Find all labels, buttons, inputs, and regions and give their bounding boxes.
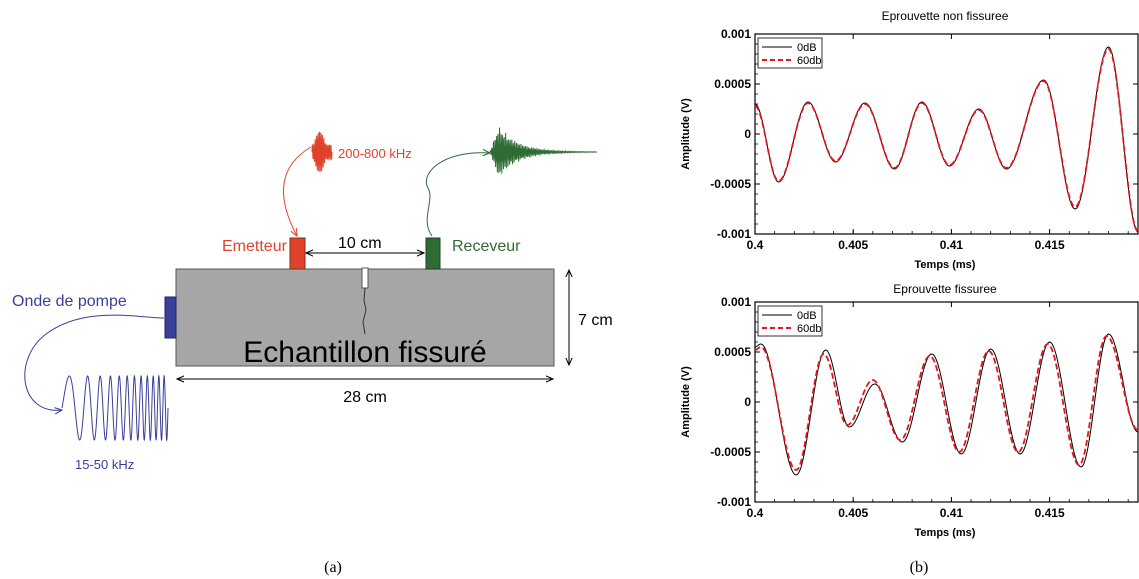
chart1-xtick-label: 0.405 bbox=[838, 506, 868, 520]
chart-top-xlabel: Temps (ms) bbox=[915, 259, 976, 271]
chart0-ytick-label: 0 bbox=[744, 127, 751, 141]
sample-label: Echantillon fissuré bbox=[243, 336, 486, 369]
chart1-xtick-label: 0.4 bbox=[747, 506, 764, 520]
distance-label: 10 cm bbox=[338, 235, 382, 252]
chart-bottom: Eprouvette fissuree 0.4 0.405 0.41 0.415 0.0… bbox=[680, 282, 1139, 539]
receiver-label: Receveur bbox=[452, 238, 521, 255]
emitter-freq-label: 200-800 kHz bbox=[338, 146, 412, 161]
chart-bottom-xlabel: Temps (ms) bbox=[915, 527, 976, 539]
pump-label: Onde de pompe bbox=[12, 293, 127, 310]
pump-transducer bbox=[164, 296, 177, 339]
legend-bottom-60db: 60db bbox=[797, 323, 821, 335]
legend-top-0db: 0dB bbox=[797, 42, 817, 54]
emitter-transducer bbox=[289, 237, 306, 270]
length-label: 28 cm bbox=[343, 389, 387, 406]
chart1-xtick-label: 0.41 bbox=[940, 506, 964, 520]
chart1-ytick-label: 0.001 bbox=[721, 295, 751, 309]
crack bbox=[362, 287, 367, 335]
chart0-series-0db bbox=[755, 46, 1138, 233]
chart-bottom-ylabel: Amplitude (V) bbox=[680, 366, 692, 438]
emitter-burst bbox=[311, 131, 333, 173]
chart-bottom-legend: 0dB 60db bbox=[757, 305, 823, 337]
caption-a: (a) bbox=[324, 559, 342, 576]
caption-b: (b) bbox=[910, 559, 929, 576]
pump-freq-label: 15-50 kHz bbox=[75, 457, 134, 472]
emitter-label: Emetteur bbox=[222, 238, 288, 255]
chart1-ytick-label: 0 bbox=[744, 395, 751, 409]
chart0-xtick-label: 0.405 bbox=[838, 238, 868, 252]
chart1-series-60db bbox=[755, 335, 1138, 471]
chart1-ytick-label: 0.0005 bbox=[714, 345, 751, 359]
chart0-xtick-label: 0.4 bbox=[747, 238, 764, 252]
chart0-series-60db bbox=[755, 47, 1138, 232]
receiver-transducer bbox=[425, 237, 441, 270]
legend-bottom-0db: 0dB bbox=[797, 310, 817, 322]
chart0-ytick-label: 0.001 bbox=[721, 27, 751, 41]
receiver-wave bbox=[489, 127, 598, 174]
emitter-arrow bbox=[283, 146, 312, 236]
setup-diagram: Echantillon fissuré Emetteur Receveur 10… bbox=[12, 127, 613, 576]
notch bbox=[361, 267, 369, 289]
chart0-xtick-label: 0.41 bbox=[940, 238, 964, 252]
chart1-ytick-label: -0.001 bbox=[717, 495, 751, 509]
chart1-series-0db bbox=[755, 333, 1138, 476]
chart-bottom-title: Eprouvette fissuree bbox=[893, 282, 997, 296]
receiver-arrow bbox=[425, 153, 490, 237]
chart-top: Eprouvette non fissuree 0.4 0.405 0.41 0.41… bbox=[680, 9, 1139, 271]
pump-chirp bbox=[61, 374, 169, 442]
legend-top-60db: 60db bbox=[797, 55, 821, 67]
chart-top-ylabel: Amplitude (V) bbox=[680, 98, 692, 170]
chart-top-title: Eprouvette non fissuree bbox=[882, 9, 1009, 23]
pump-arrow bbox=[24, 314, 165, 410]
chart1-xtick-label: 0.415 bbox=[1035, 506, 1065, 520]
chart0-ytick-label: -0.0005 bbox=[710, 177, 751, 191]
height-label: 7 cm bbox=[578, 312, 613, 329]
chart0-xtick-label: 0.415 bbox=[1035, 238, 1065, 252]
chart-top-legend: 0dB 60db bbox=[757, 37, 823, 69]
chart1-ytick-label: -0.0005 bbox=[710, 445, 751, 459]
chart0-ytick-label: 0.0005 bbox=[714, 77, 751, 91]
chart0-ytick-label: -0.001 bbox=[717, 227, 751, 241]
